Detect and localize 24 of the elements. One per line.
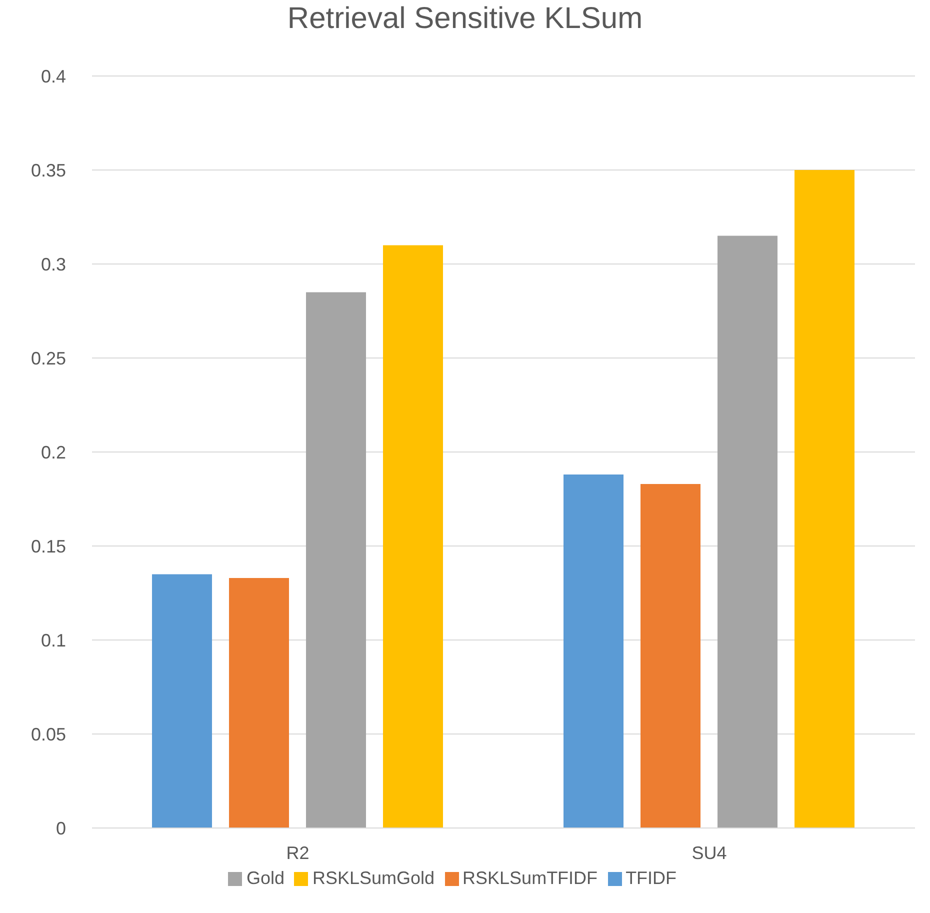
chart-title: Retrieval Sensitive KLSum [286,2,644,36]
y-tick-label: 0.4 [40,66,66,86]
bar [640,484,700,828]
y-tick-label: 0.15 [30,536,66,556]
bar [229,578,289,828]
y-tick-label: 0.3 [40,254,66,274]
y-tick-label: 0 [56,818,66,838]
bar [794,170,854,828]
y-tick-label: 0.25 [30,348,66,368]
legend-label: Gold [246,868,284,888]
bar [718,236,778,828]
legend-label: TFIDF [626,868,677,888]
y-tick-label: 0.1 [40,630,66,650]
y-tick-label: 0.35 [30,160,66,180]
bar [152,574,212,828]
y-tick-label: 0.2 [40,442,66,462]
x-tick-label: R2 [286,842,310,863]
legend-label: RSKLSumTFIDF [462,868,598,888]
legend-label: RSKLSumGold [312,868,435,888]
bar [383,245,443,828]
y-tick-label: 0.05 [30,724,66,744]
x-tick-label: SU4 [692,842,727,863]
bar [306,292,366,828]
bar [564,474,624,828]
